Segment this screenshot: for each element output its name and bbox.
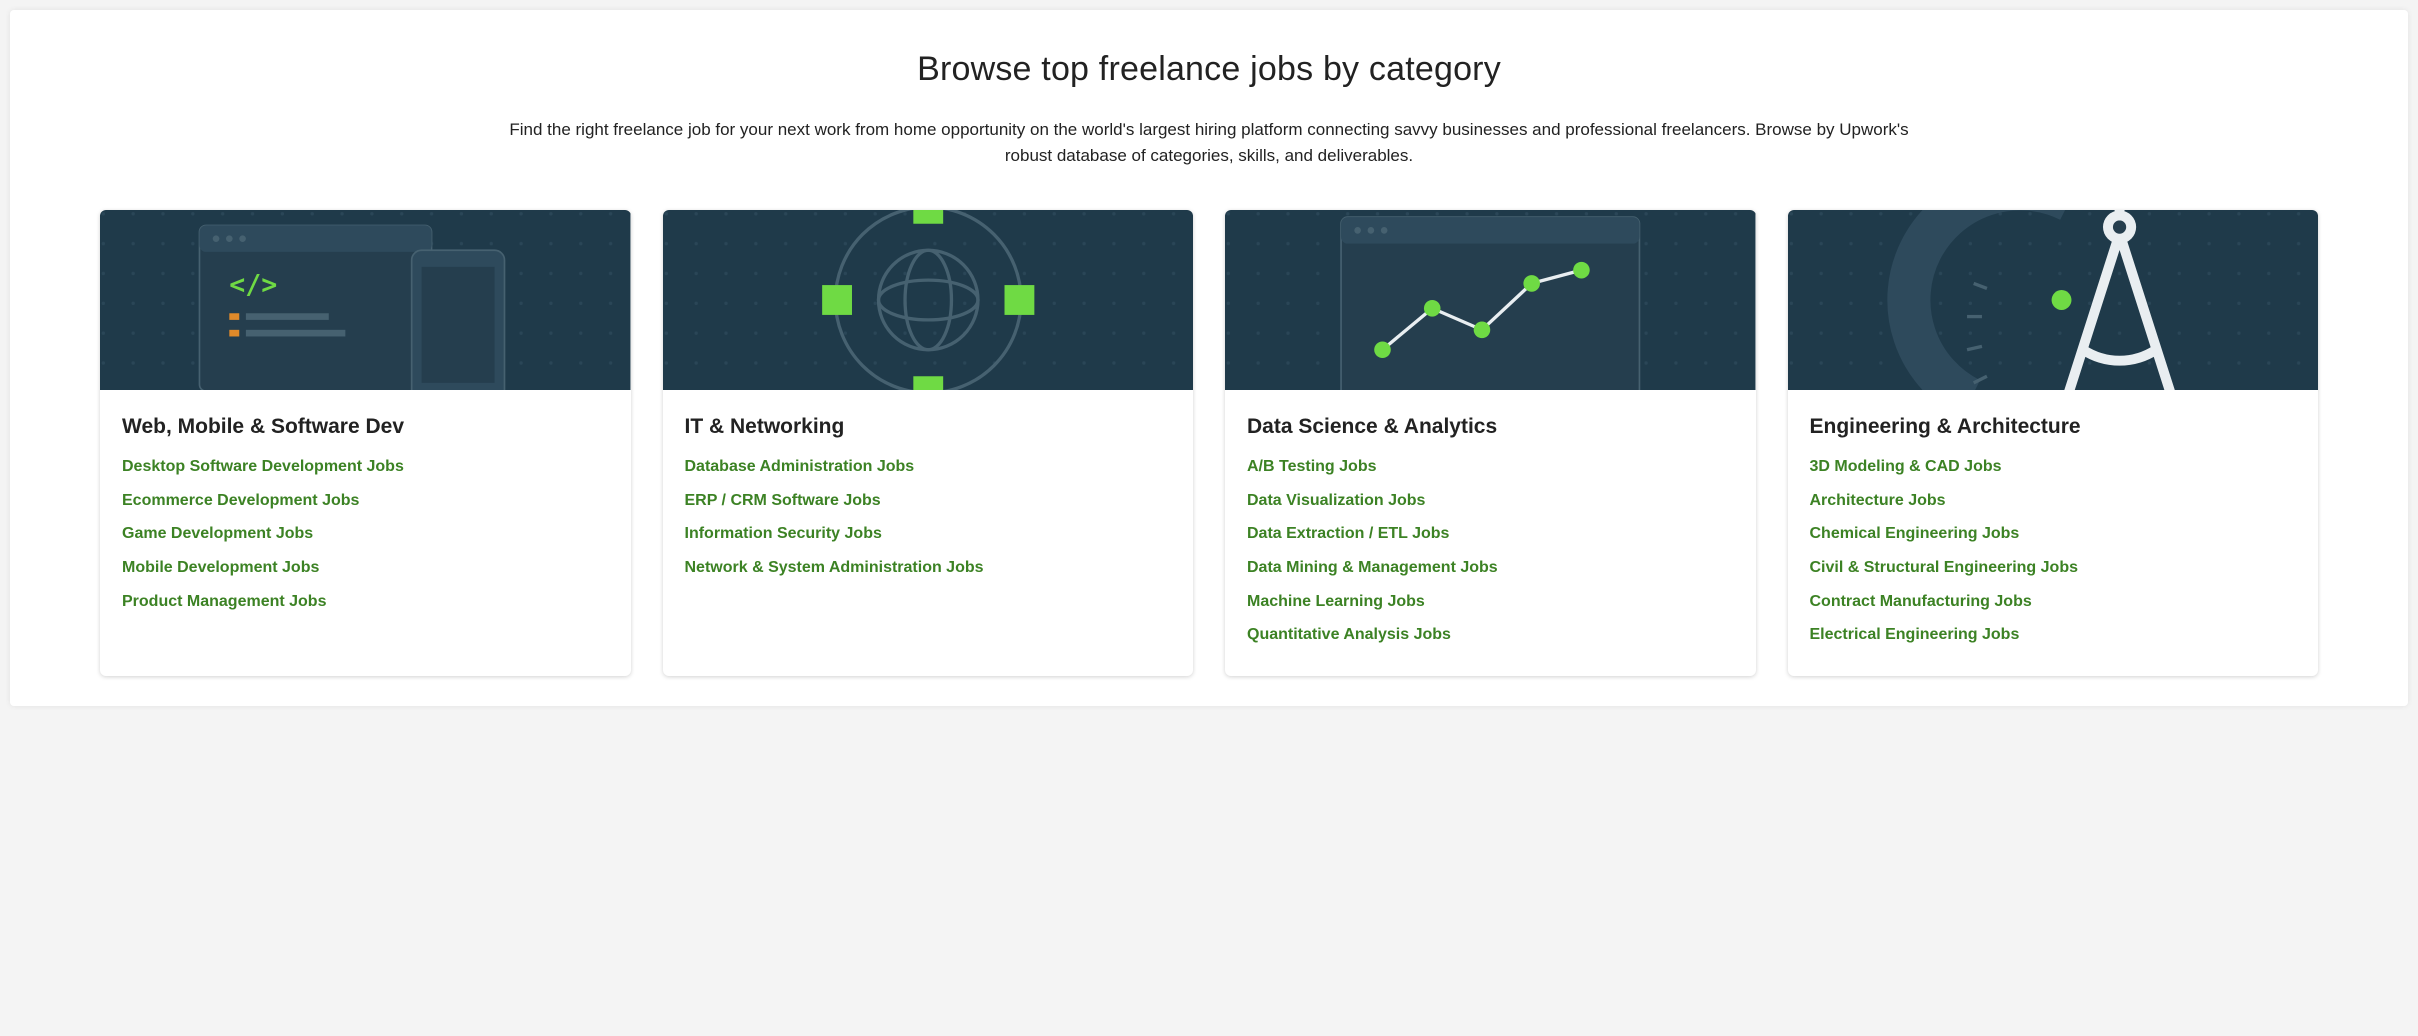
compass-ruler-icon — [1788, 210, 2319, 390]
list-item: Chemical Engineering Jobs — [1810, 523, 2297, 545]
category-link[interactable]: Civil & Structural Engineering Jobs — [1810, 557, 2079, 579]
category-links: 3D Modeling & CAD Jobs Architecture Jobs C… — [1810, 456, 2297, 646]
category-link[interactable]: Quantitative Analysis Jobs — [1247, 624, 1451, 646]
category-title: Web, Mobile & Software Dev — [122, 414, 609, 440]
list-item: Data Extraction / ETL Jobs — [1247, 523, 1734, 545]
category-link[interactable]: Network & System Administration Jobs — [685, 557, 984, 579]
category-card: IT & Networking Database Administration J… — [663, 210, 1194, 676]
list-item: Data Mining & Management Jobs — [1247, 557, 1734, 579]
category-links: Desktop Software Development Jobs Ecommer… — [122, 456, 609, 612]
page-container: Browse top freelance jobs by category Fi… — [10, 10, 2408, 706]
list-item: Electrical Engineering Jobs — [1810, 624, 2297, 646]
list-item: Civil & Structural Engineering Jobs — [1810, 557, 2297, 579]
category-title: Data Science & Analytics — [1247, 414, 1734, 440]
category-grid: </> Web, Mobile & Software Dev Desktop So… — [100, 210, 2318, 676]
category-link[interactable]: Data Visualization Jobs — [1247, 490, 1425, 512]
category-links: Database Administration Jobs ERP / CRM So… — [685, 456, 1172, 578]
analytics-chart-icon — [1225, 210, 1756, 390]
category-link[interactable]: Chemical Engineering Jobs — [1810, 523, 2020, 545]
list-item: Contract Manufacturing Jobs — [1810, 591, 2297, 613]
list-item: Product Management Jobs — [122, 591, 609, 613]
category-card: Data Science & Analytics A/B Testing Jobs… — [1225, 210, 1756, 676]
category-link[interactable]: Desktop Software Development Jobs — [122, 456, 404, 478]
list-item: 3D Modeling & CAD Jobs — [1810, 456, 2297, 478]
category-link[interactable]: Product Management Jobs — [122, 591, 326, 613]
category-title: IT & Networking — [685, 414, 1172, 440]
category-link[interactable]: Mobile Development Jobs — [122, 557, 319, 579]
svg-text:</>: </> — [229, 269, 277, 300]
list-item: Desktop Software Development Jobs — [122, 456, 609, 478]
card-body: Data Science & Analytics A/B Testing Jobs… — [1225, 390, 1756, 676]
category-link[interactable]: Electrical Engineering Jobs — [1810, 624, 2020, 646]
list-item: Ecommerce Development Jobs — [122, 490, 609, 512]
category-link[interactable]: Contract Manufacturing Jobs — [1810, 591, 2032, 613]
list-item: Network & System Administration Jobs — [685, 557, 1172, 579]
category-link[interactable]: Ecommerce Development Jobs — [122, 490, 359, 512]
card-body: Engineering & Architecture 3D Modeling & … — [1788, 390, 2319, 676]
category-link[interactable]: Architecture Jobs — [1810, 490, 1946, 512]
list-item: ERP / CRM Software Jobs — [685, 490, 1172, 512]
card-body: Web, Mobile & Software Dev Desktop Softwa… — [100, 390, 631, 642]
network-globe-icon — [663, 210, 1194, 390]
list-item: Game Development Jobs — [122, 523, 609, 545]
category-link[interactable]: 3D Modeling & CAD Jobs — [1810, 456, 2002, 478]
list-item: Data Visualization Jobs — [1247, 490, 1734, 512]
page-subhead: Find the right freelance job for your ne… — [509, 117, 1909, 168]
list-item: Architecture Jobs — [1810, 490, 2297, 512]
category-link[interactable]: ERP / CRM Software Jobs — [685, 490, 881, 512]
page-title: Browse top freelance jobs by category — [100, 50, 2318, 89]
list-item: A/B Testing Jobs — [1247, 456, 1734, 478]
category-title: Engineering & Architecture — [1810, 414, 2297, 440]
category-link[interactable]: Data Extraction / ETL Jobs — [1247, 523, 1449, 545]
list-item: Quantitative Analysis Jobs — [1247, 624, 1734, 646]
category-card: Engineering & Architecture 3D Modeling & … — [1788, 210, 2319, 676]
category-link[interactable]: A/B Testing Jobs — [1247, 456, 1377, 478]
category-link[interactable]: Information Security Jobs — [685, 523, 882, 545]
category-links: A/B Testing Jobs Data Visualization Jobs D… — [1247, 456, 1734, 646]
code-device-icon: </> — [100, 210, 631, 390]
card-body: IT & Networking Database Administration J… — [663, 390, 1194, 609]
category-link[interactable]: Database Administration Jobs — [685, 456, 915, 478]
category-link[interactable]: Game Development Jobs — [122, 523, 313, 545]
category-card: </> Web, Mobile & Software Dev Desktop So… — [100, 210, 631, 676]
list-item: Machine Learning Jobs — [1247, 591, 1734, 613]
list-item: Database Administration Jobs — [685, 456, 1172, 478]
category-link[interactable]: Machine Learning Jobs — [1247, 591, 1425, 613]
list-item: Information Security Jobs — [685, 523, 1172, 545]
list-item: Mobile Development Jobs — [122, 557, 609, 579]
category-link[interactable]: Data Mining & Management Jobs — [1247, 557, 1498, 579]
